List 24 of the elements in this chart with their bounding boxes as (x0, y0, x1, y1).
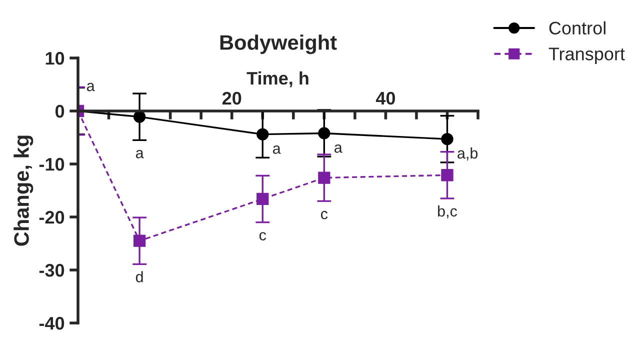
x-axis-title: Time, h (246, 71, 308, 88)
y-tick-label: -20 (39, 210, 64, 224)
y-tick-label: -10 (39, 158, 64, 171)
point (441, 169, 454, 182)
y-tick-label: -30 (39, 264, 64, 277)
annotation: a (334, 144, 342, 153)
chart-title: Bodyweight (220, 34, 337, 54)
y-tick-label: -40 (39, 316, 64, 330)
y-tick-label: 10 (46, 52, 64, 65)
annotation: c (320, 210, 328, 220)
annotation: d (136, 271, 143, 282)
annotation: a (136, 150, 144, 158)
annotation: a (86, 82, 95, 92)
y-tick-label: 0 (55, 104, 64, 118)
annotation: a,b (458, 147, 478, 160)
x-tick-label: 40 (376, 92, 395, 105)
annotation: b,c (438, 205, 458, 218)
point (318, 172, 330, 184)
x-tick-label: 20 (222, 92, 242, 105)
legend-label: Transport (548, 48, 625, 64)
annotation: a (272, 146, 281, 154)
y-axis-title: Change, kg (14, 136, 34, 246)
annotation: c (259, 232, 266, 240)
legend-label: Control (549, 21, 606, 35)
